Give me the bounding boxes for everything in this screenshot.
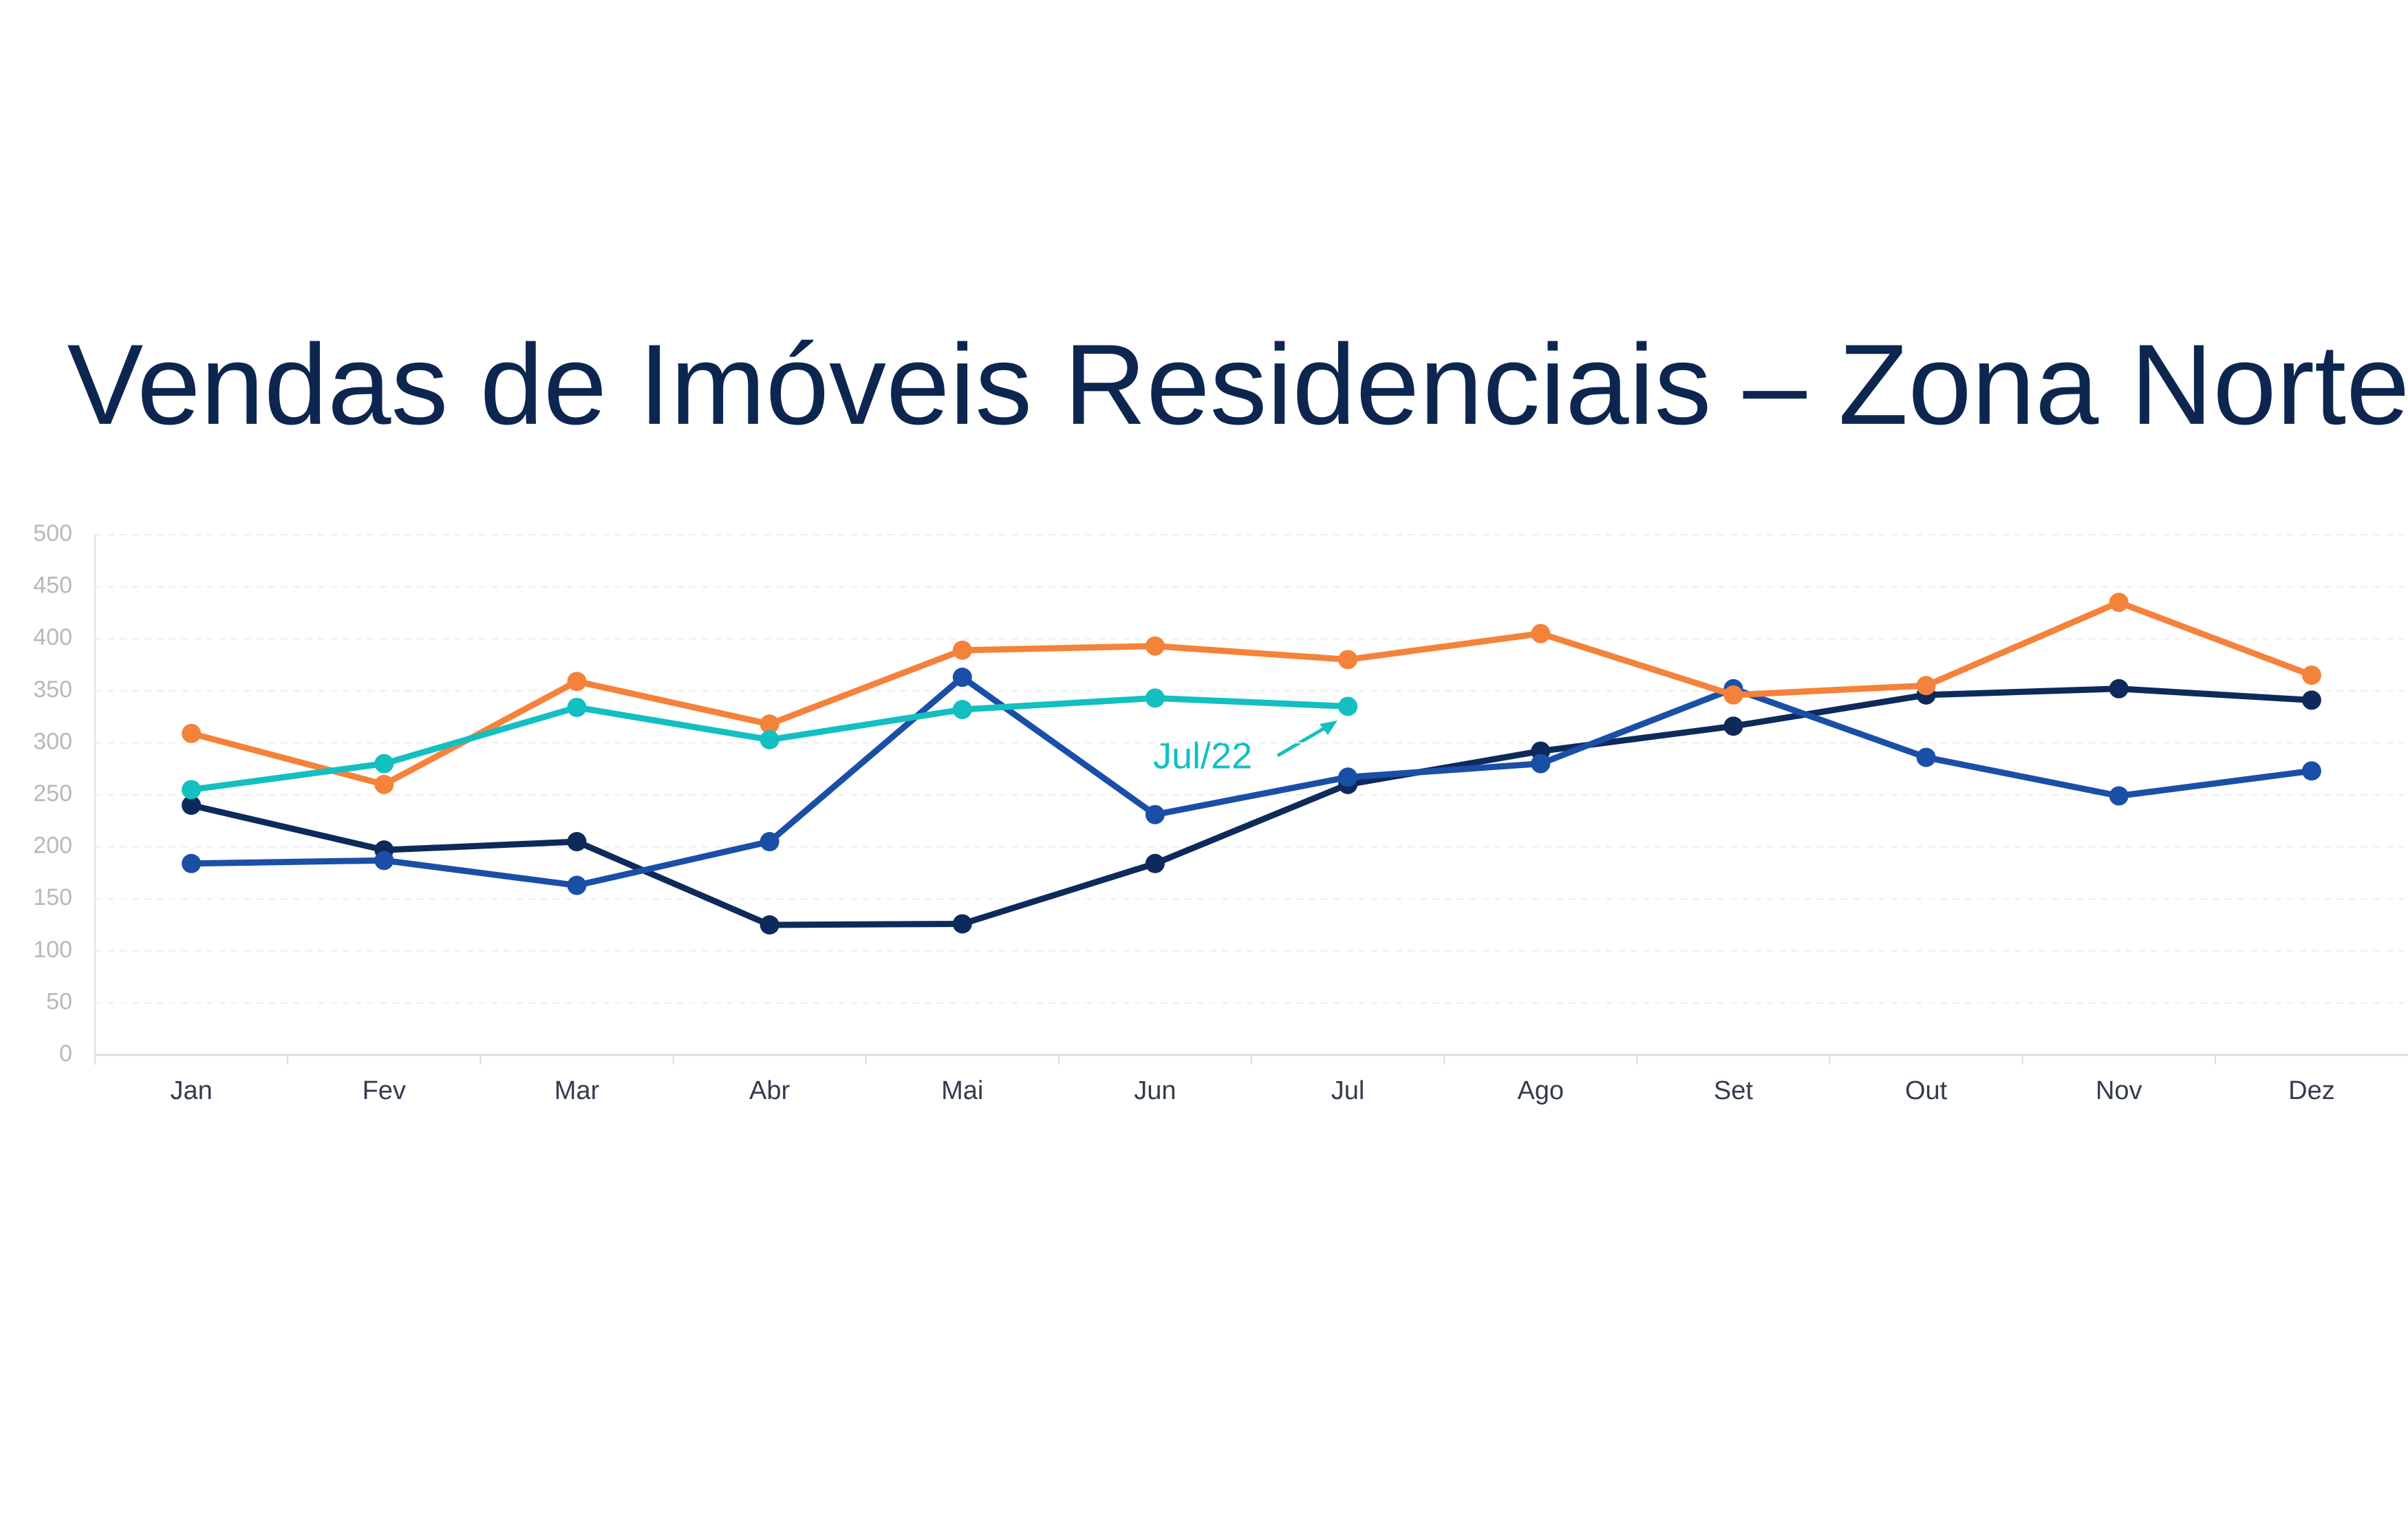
chart-title: Vendas de Imóveis Residenciais – Zona No…: [67, 321, 2408, 449]
data-point: [1916, 676, 1936, 696]
data-point: [2301, 761, 2321, 781]
y-tick-label: 50: [46, 988, 72, 1014]
data-point: [952, 640, 972, 660]
data-point: [1531, 754, 1551, 774]
x-tick-label: Jan: [170, 1076, 212, 1105]
data-point: [1145, 853, 1165, 873]
data-point: [760, 729, 780, 749]
y-tick-label: 350: [33, 676, 72, 703]
series-line: [190, 599, 2313, 788]
data-point: [1338, 767, 1358, 787]
data-point: [374, 851, 394, 871]
x-tick-label: Abr: [749, 1076, 790, 1105]
data-point: [760, 915, 780, 935]
data-point: [182, 780, 202, 800]
data-point: [1916, 747, 1936, 767]
series-line: [191, 674, 2312, 889]
data-point: [1145, 804, 1165, 824]
data-point: [567, 875, 587, 895]
x-tick-label: Fev: [363, 1076, 406, 1105]
x-tick-label: Out: [1905, 1076, 1948, 1105]
data-point: [567, 832, 587, 852]
data-point: [1723, 716, 1743, 736]
data-point: [182, 723, 202, 743]
data-point: [1145, 688, 1165, 708]
data-point: [760, 714, 780, 734]
data-point: [567, 672, 587, 692]
data-point: [1723, 685, 1743, 705]
x-tick-label: Dez: [2288, 1076, 2335, 1105]
data-point: [2301, 665, 2321, 685]
y-tick-label: 200: [33, 833, 72, 859]
x-tick-label: Mai: [941, 1076, 983, 1105]
x-tick-label: Set: [1714, 1076, 1753, 1105]
data-point: [952, 668, 972, 687]
y-tick-label: 300: [33, 728, 72, 754]
y-tick-label: 450: [33, 573, 72, 599]
x-tick-label: Mar: [555, 1076, 600, 1105]
y-tick-label: 0: [59, 1041, 72, 1067]
data-point: [1338, 696, 1358, 716]
data-point: [2109, 593, 2129, 612]
y-tick-label: 100: [33, 937, 72, 963]
x-tick-label: Nov: [2096, 1076, 2142, 1105]
data-point: [2301, 690, 2321, 710]
data-point: [952, 700, 972, 720]
series-line: [191, 685, 2312, 928]
y-tick-label: 250: [33, 780, 72, 807]
data-point: [2109, 679, 2129, 699]
y-tick-label: 150: [33, 884, 72, 910]
data-point: [1531, 623, 1551, 643]
annotation: Jul/22: [1153, 735, 1252, 776]
data-point: [567, 697, 587, 717]
data-point: [1338, 650, 1358, 670]
data-point: [374, 774, 394, 794]
data-point: [374, 754, 394, 774]
data-point: [182, 853, 202, 873]
y-tick-label: 500: [33, 520, 72, 546]
x-tick-label: Ago: [1517, 1076, 1564, 1105]
data-point: [760, 832, 780, 852]
annotation-arrowhead: [1320, 721, 1337, 735]
y-tick-label: 400: [33, 624, 72, 650]
annotation-arrow: [1276, 723, 1331, 758]
data-point: [1145, 636, 1165, 656]
x-tick-label: Jul: [1331, 1076, 1365, 1105]
data-point: [182, 796, 202, 815]
x-tick-label: Jun: [1134, 1076, 1176, 1105]
data-point: [2109, 786, 2129, 806]
data-point: [952, 914, 972, 934]
